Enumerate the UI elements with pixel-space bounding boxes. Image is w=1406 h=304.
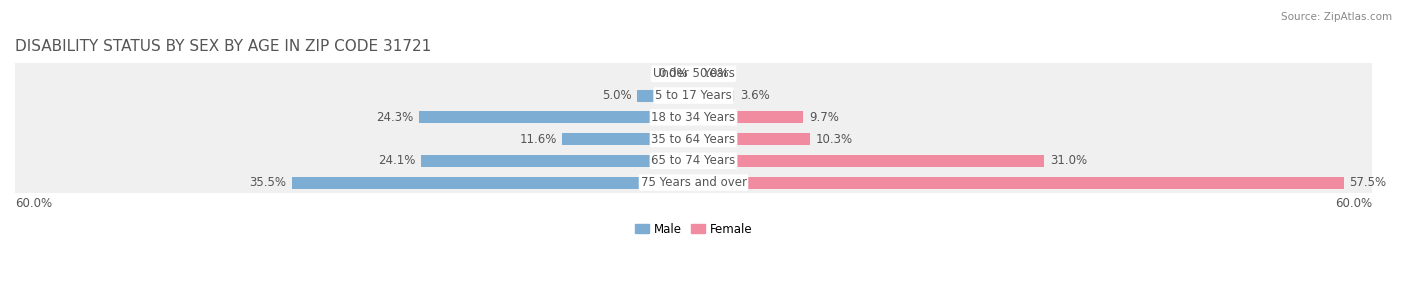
Text: 5.0%: 5.0% — [602, 89, 631, 102]
Text: 35 to 64 Years: 35 to 64 Years — [651, 133, 735, 146]
Text: 75 Years and over: 75 Years and over — [641, 176, 747, 189]
Text: 65 to 74 Years: 65 to 74 Years — [651, 154, 735, 167]
Bar — [693, 155, 1045, 167]
Bar — [15, 172, 1372, 193]
Text: 0.0%: 0.0% — [658, 67, 688, 80]
Text: 0.0%: 0.0% — [699, 67, 728, 80]
Text: 18 to 34 Years: 18 to 34 Years — [651, 111, 735, 124]
Text: 5 to 17 Years: 5 to 17 Years — [655, 89, 733, 102]
Text: 11.6%: 11.6% — [519, 133, 557, 146]
Bar — [693, 177, 1344, 188]
Text: 60.0%: 60.0% — [15, 197, 52, 210]
Bar — [15, 150, 1372, 172]
Text: 3.6%: 3.6% — [740, 89, 769, 102]
Bar — [292, 177, 693, 188]
Bar — [15, 128, 1372, 150]
Bar — [562, 133, 693, 145]
Text: DISABILITY STATUS BY SEX BY AGE IN ZIP CODE 31721: DISABILITY STATUS BY SEX BY AGE IN ZIP C… — [15, 39, 432, 54]
Text: Under 5 Years: Under 5 Years — [652, 67, 734, 80]
Text: 9.7%: 9.7% — [808, 111, 839, 124]
Text: 60.0%: 60.0% — [1334, 197, 1372, 210]
Bar — [15, 85, 1372, 106]
Bar — [693, 133, 810, 145]
Bar — [15, 63, 1372, 85]
Legend: Male, Female: Male, Female — [630, 218, 758, 240]
Text: 10.3%: 10.3% — [815, 133, 853, 146]
Bar — [420, 155, 693, 167]
Text: 24.1%: 24.1% — [378, 154, 415, 167]
Text: 35.5%: 35.5% — [249, 176, 287, 189]
Text: 31.0%: 31.0% — [1050, 154, 1087, 167]
Bar — [419, 111, 693, 123]
Text: 24.3%: 24.3% — [375, 111, 413, 124]
Text: 57.5%: 57.5% — [1350, 176, 1386, 189]
Bar — [637, 90, 693, 102]
Bar — [693, 90, 734, 102]
Bar — [693, 111, 803, 123]
Text: Source: ZipAtlas.com: Source: ZipAtlas.com — [1281, 12, 1392, 22]
Bar — [15, 106, 1372, 128]
